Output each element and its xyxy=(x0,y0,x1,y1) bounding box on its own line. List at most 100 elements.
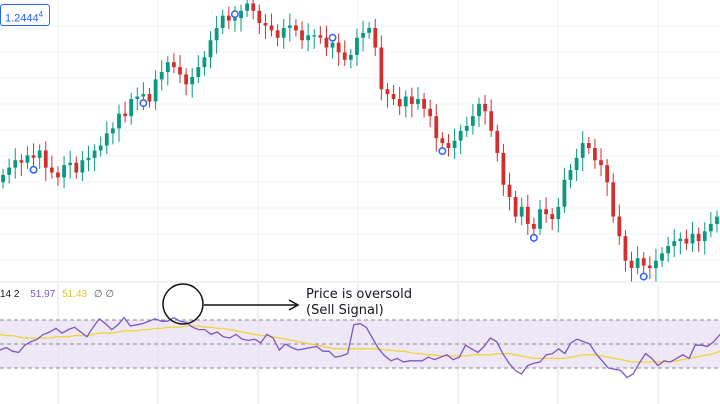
candle-body xyxy=(202,57,207,68)
candle-body xyxy=(678,238,683,242)
candle-body xyxy=(538,209,542,229)
candle-body xyxy=(251,3,256,11)
candle xyxy=(690,221,695,253)
candle xyxy=(715,210,719,233)
candle-body xyxy=(1,174,5,183)
candle xyxy=(397,86,402,115)
candle xyxy=(495,124,500,162)
candle xyxy=(519,197,524,226)
candle-body xyxy=(220,15,225,28)
candle xyxy=(635,246,640,275)
candle-body xyxy=(647,265,652,269)
candle-body xyxy=(196,67,201,77)
candle xyxy=(605,159,610,196)
candle xyxy=(165,56,170,86)
candle xyxy=(458,124,463,155)
signal-marker xyxy=(328,33,337,42)
candle xyxy=(178,55,182,84)
candle xyxy=(617,204,622,245)
candle-body xyxy=(568,170,573,180)
candle xyxy=(507,172,512,211)
candle-body xyxy=(226,15,231,21)
candle xyxy=(68,150,73,179)
candle xyxy=(306,23,311,52)
candle-body xyxy=(635,258,640,269)
candle xyxy=(678,232,683,255)
candle xyxy=(300,21,304,49)
candle xyxy=(550,208,555,231)
candle xyxy=(379,35,384,101)
candle xyxy=(208,31,213,69)
candle-body xyxy=(287,25,292,28)
rsi-level-lines xyxy=(0,319,720,369)
candle xyxy=(86,145,91,172)
signal-marker xyxy=(438,147,447,156)
candle xyxy=(647,256,652,280)
candle xyxy=(190,67,195,98)
candle-body xyxy=(190,76,195,85)
candle xyxy=(593,138,597,169)
candle-body xyxy=(489,111,494,131)
candle xyxy=(62,156,66,189)
candle-body xyxy=(117,113,121,129)
rsi-legend[interactable]: 14 2 51.97 51.43 ∅ ∅ xyxy=(0,289,114,300)
candle-body xyxy=(7,167,12,175)
candle-body xyxy=(666,246,671,254)
candle xyxy=(434,104,439,152)
candle-body xyxy=(715,216,719,224)
candle xyxy=(696,227,701,253)
candle-body xyxy=(239,10,243,19)
candle-body xyxy=(684,238,689,244)
candle xyxy=(196,55,201,84)
candle-body xyxy=(62,165,66,178)
highlight-circle xyxy=(162,283,204,325)
candle xyxy=(31,143,36,167)
candle-body xyxy=(245,3,250,11)
candle xyxy=(708,211,713,238)
candle xyxy=(233,6,237,32)
candle xyxy=(361,20,365,52)
candle xyxy=(294,19,298,37)
candle xyxy=(49,155,54,179)
candle xyxy=(220,9,225,35)
candle xyxy=(184,68,188,96)
candle-body xyxy=(495,130,500,153)
candle xyxy=(574,148,579,182)
candle xyxy=(373,18,378,57)
candle-body xyxy=(507,184,512,197)
candle-body xyxy=(550,214,555,220)
candle-body xyxy=(37,150,42,158)
candle-body xyxy=(80,160,85,173)
candle-body xyxy=(367,27,372,33)
candle xyxy=(348,48,353,69)
candle-body xyxy=(214,27,219,41)
candle-body xyxy=(599,160,603,166)
candle xyxy=(611,173,616,223)
candle-body xyxy=(385,89,390,95)
candle xyxy=(544,197,548,223)
candle-body xyxy=(403,96,408,107)
candle xyxy=(525,194,530,235)
candle-body xyxy=(562,179,567,207)
signal-marker xyxy=(639,272,648,281)
candle-body xyxy=(68,162,73,166)
candle xyxy=(110,122,115,145)
candle xyxy=(123,101,127,123)
candle-body xyxy=(281,27,286,38)
candle xyxy=(226,6,231,30)
signal-marker xyxy=(29,165,38,174)
candle xyxy=(355,28,359,66)
candle xyxy=(287,13,292,42)
candle-body xyxy=(233,18,237,21)
candle xyxy=(556,197,561,233)
candlestick-series[interactable] xyxy=(1,0,719,282)
candle-body xyxy=(379,47,384,90)
candle xyxy=(80,151,85,182)
candle-body xyxy=(31,155,36,158)
candle-body xyxy=(428,108,433,117)
candle xyxy=(117,104,121,142)
candle-body xyxy=(373,27,378,48)
candle xyxy=(464,116,469,137)
candle-body xyxy=(617,216,622,237)
